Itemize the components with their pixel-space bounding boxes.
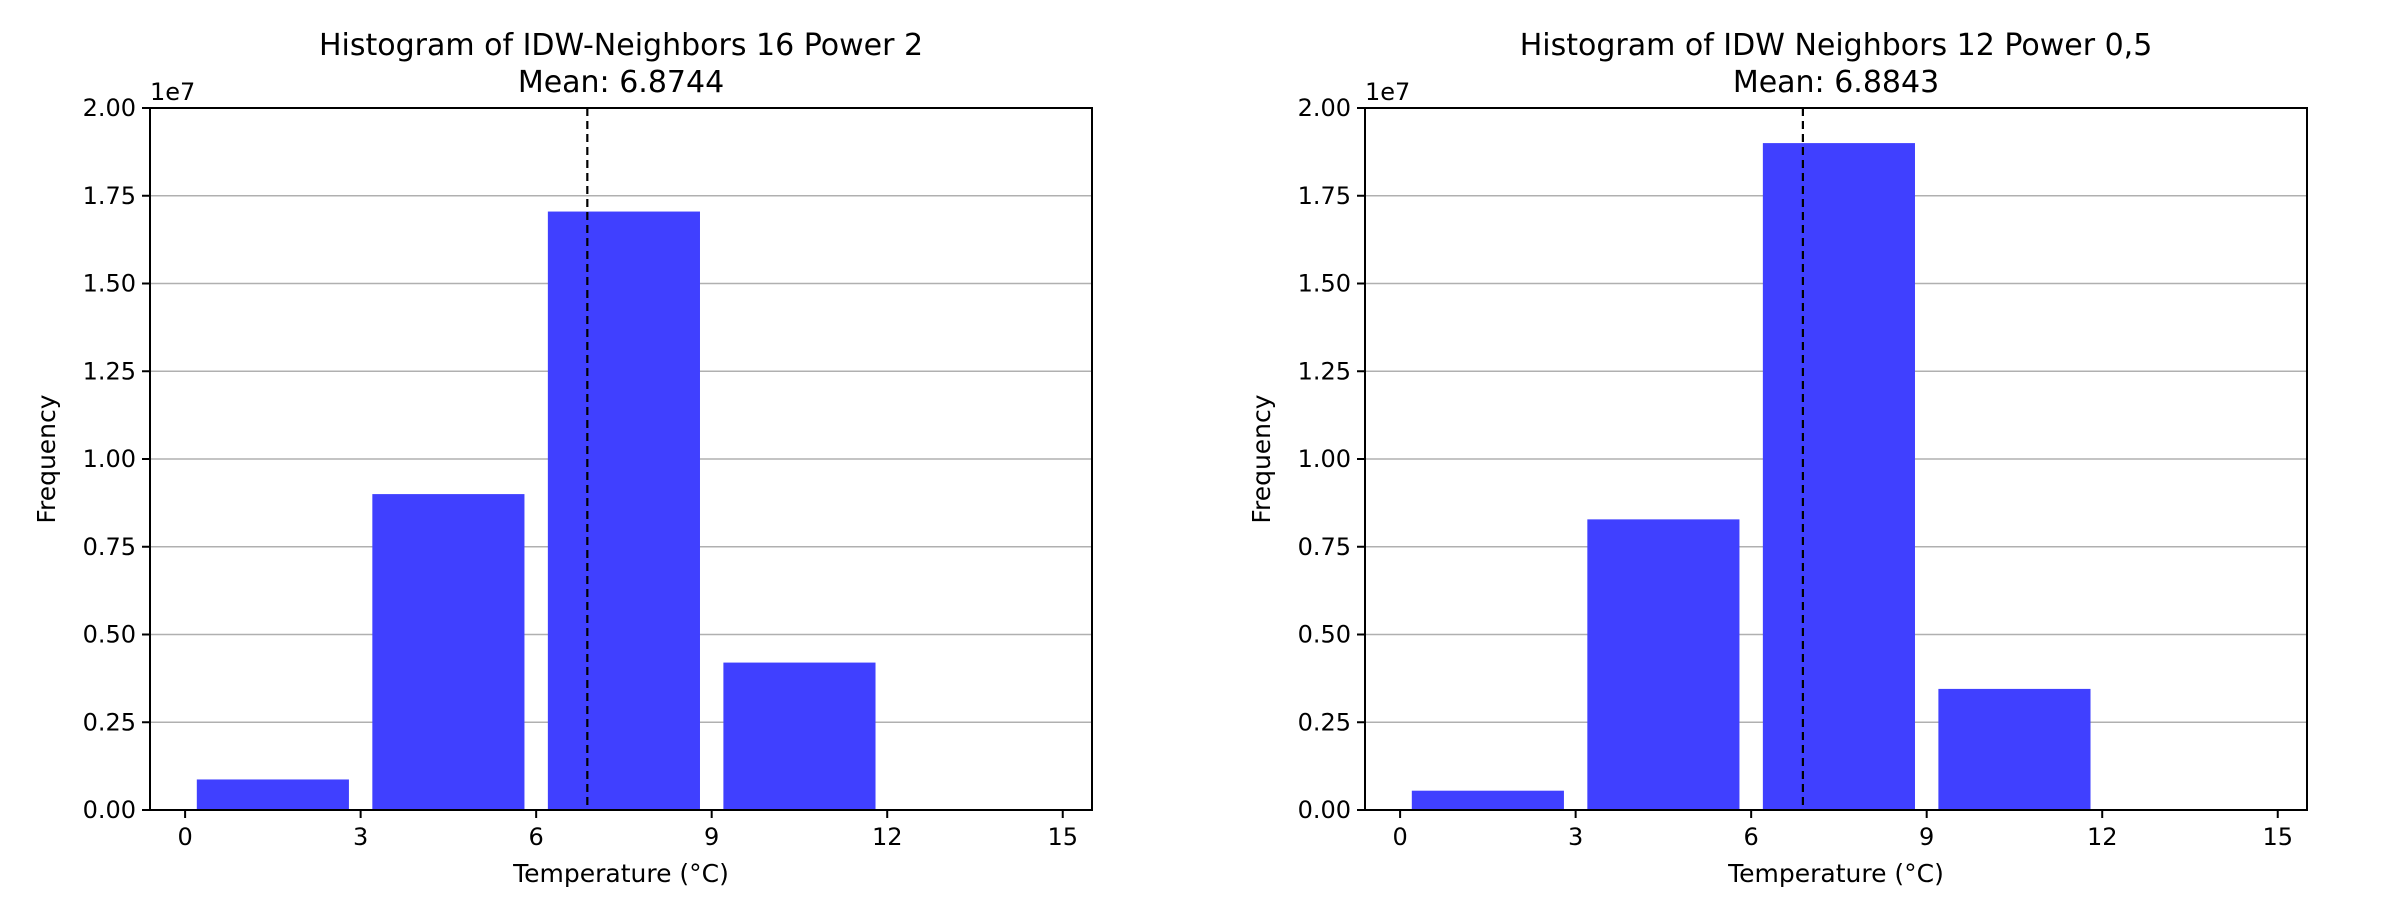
y-tick-label: 0.25: [83, 708, 136, 736]
x-tick-label: 6: [529, 823, 544, 851]
y-tick-label: 0.75: [83, 533, 136, 561]
x-tick-label: 6: [1744, 823, 1759, 851]
histogram-bar: [1938, 688, 2091, 810]
y-exponent-label: 1e7: [1365, 78, 1410, 106]
x-tick-label: 0: [1392, 823, 1407, 851]
chart-panel-1: 0 3 6 9 12 15 0.00 0.25 0.50 0.75 1.00 1.25 1.50 1.75…: [32, 28, 1093, 888]
y-tick-label: 0.50: [1298, 621, 1351, 649]
x-tick-label: 3: [353, 823, 368, 851]
y-tick-label: 1.50: [83, 270, 136, 298]
y-tick-label: 2.00: [1298, 94, 1351, 122]
histogram-bar: [723, 662, 876, 810]
x-tick-label: 15: [1047, 823, 1078, 851]
y-tick-label: 0.00: [83, 796, 136, 824]
chart-subtitle: Mean: 6.8744: [518, 65, 724, 100]
y-tick-label: 1.25: [83, 357, 136, 385]
y-axis-label: Frequency: [1247, 394, 1276, 523]
chart-panel-2: 0 3 6 9 12 15 0.00 0.25 0.50 0.75 1.00 1.25 1.50 1.75…: [1247, 28, 2308, 888]
y-exponent-label: 1e7: [150, 78, 195, 106]
x-tick-label: 12: [2087, 823, 2118, 851]
histogram-bar: [196, 779, 349, 810]
histogram-bar: [372, 494, 525, 810]
y-tick-label: 0.75: [1298, 533, 1351, 561]
y-tick-label: 1.00: [83, 445, 136, 473]
x-tick-label: 9: [1919, 823, 1934, 851]
x-tick-label: 0: [177, 823, 192, 851]
y-tick-label: 1.25: [1298, 357, 1351, 385]
chart-subtitle: Mean: 6.8843: [1733, 65, 1939, 100]
x-tick-label: 12: [872, 823, 903, 851]
y-tick-label: 1.00: [1298, 445, 1351, 473]
x-axis-label: Temperature (°C): [512, 859, 729, 888]
x-tick-label: 9: [704, 823, 719, 851]
y-tick-label: 1.75: [1298, 182, 1351, 210]
chart-title: Histogram of IDW-Neighbors 16 Power 2: [319, 28, 923, 63]
histogram-bar: [1762, 143, 1915, 811]
y-tick-label: 0.25: [1298, 708, 1351, 736]
histogram-bar: [1587, 519, 1740, 810]
y-tick-label: 0.00: [1298, 796, 1351, 824]
x-tick-label: 15: [2262, 823, 2293, 851]
x-tick-label: 3: [1568, 823, 1583, 851]
histogram-bar: [1411, 790, 1564, 810]
y-axis-label: Frequency: [32, 394, 61, 523]
histogram-bar: [547, 211, 700, 811]
x-axis-label: Temperature (°C): [1727, 859, 1944, 888]
y-tick-label: 2.00: [83, 94, 136, 122]
y-tick-label: 1.75: [83, 182, 136, 210]
y-tick-label: 0.50: [83, 621, 136, 649]
y-tick-label: 1.50: [1298, 270, 1351, 298]
chart-title: Histogram of IDW Neighbors 12 Power 0,5: [1520, 28, 2153, 63]
